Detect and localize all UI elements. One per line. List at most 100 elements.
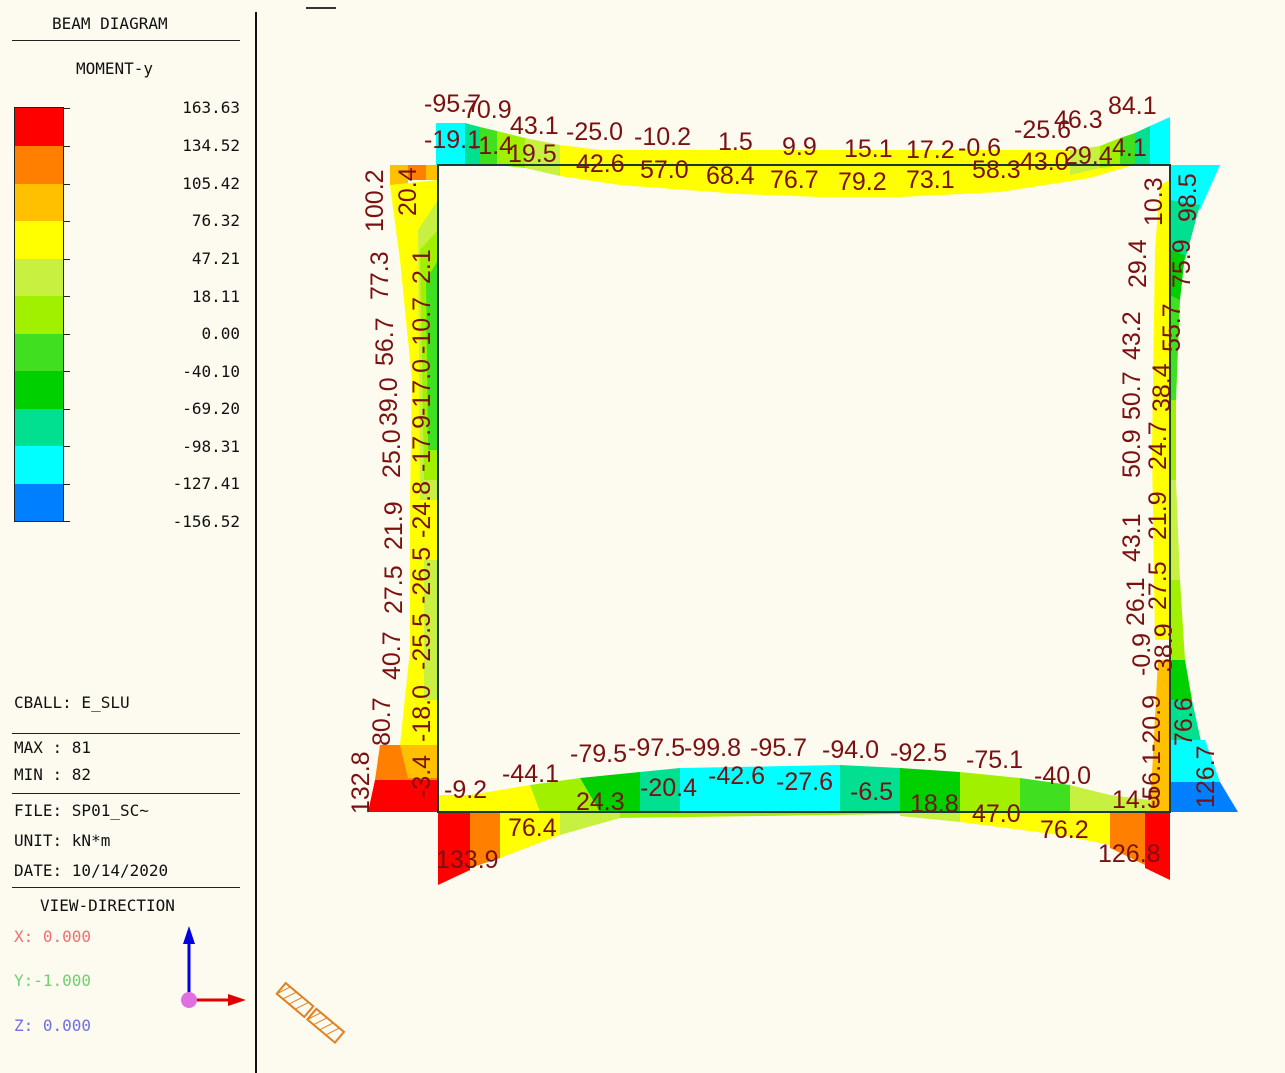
scale-tick xyxy=(64,409,70,410)
frame-diagram: -95.7 70.9 43.1 -25.0 -10.2 1.5 9.9 15.1… xyxy=(275,90,1238,1045)
moment-label: 79.2 xyxy=(838,168,887,196)
moment-label: 42.6 xyxy=(576,150,625,178)
legend-value: 0.00 xyxy=(201,324,240,343)
legend-value: 76.32 xyxy=(191,211,240,230)
legend-value: 18.11 xyxy=(191,287,240,306)
moment-label: 20.4 xyxy=(394,167,422,216)
scale-tick xyxy=(64,446,70,447)
moment-label: 133.9 xyxy=(436,846,499,874)
moment-label: 17.2 xyxy=(906,136,955,164)
legend-value: -40.10 xyxy=(182,362,240,381)
legend-title: BEAM DIAGRAM xyxy=(52,14,168,33)
moment-label: -17.9 xyxy=(408,415,436,472)
date-label: DATE: 10/14/2020 xyxy=(14,861,169,880)
moment-label: -44.1 xyxy=(502,760,559,788)
moment-label: -19.1 xyxy=(424,126,481,154)
moment-label: 40.7 xyxy=(378,631,406,680)
moment-label: 70.9 xyxy=(463,96,512,124)
view-z: Z: 0.000 xyxy=(14,1016,92,1035)
moment-label: 29.4 xyxy=(1064,142,1113,170)
divider xyxy=(12,793,240,794)
moment-label: -95.7 xyxy=(424,90,481,118)
color-swatch xyxy=(15,446,63,484)
moment-label: 43.0 xyxy=(1020,148,1069,176)
moment-label: 24.7 xyxy=(1144,421,1172,470)
right-column-moment xyxy=(1150,165,1238,812)
moment-label: 73.1 xyxy=(906,166,955,194)
moment-label: 76.4 xyxy=(508,814,557,842)
moment-label: -20.4 xyxy=(640,774,697,802)
moment-label: 21.9 xyxy=(1144,491,1172,540)
color-swatch xyxy=(15,146,63,184)
unit-label: UNIT: kN*m xyxy=(14,831,111,850)
moment-label: 132.8 xyxy=(347,751,375,814)
color-scale xyxy=(14,107,64,522)
moment-label: -18.0 xyxy=(408,685,436,742)
file-label: FILE: SP01_SC~ xyxy=(14,801,149,820)
moment-label: 43.1 xyxy=(510,112,559,140)
moment-label: 50.7 xyxy=(1118,371,1146,420)
moment-label: -25.6 xyxy=(1014,116,1071,144)
moment-label: -3.4 xyxy=(408,755,436,798)
scale-tick xyxy=(64,371,70,372)
legend-value: 134.52 xyxy=(182,136,240,155)
view-x: X: 0.000 xyxy=(14,927,92,946)
moment-label: -0.9 xyxy=(1128,633,1156,676)
frame-outline xyxy=(437,164,1171,813)
max-label: MAX : 81 xyxy=(14,738,92,757)
moment-label: -75.1 xyxy=(966,746,1023,774)
moment-label: 26.1 xyxy=(1122,577,1150,626)
moment-label: -26.5 xyxy=(408,547,436,604)
moment-label: 80.7 xyxy=(368,697,396,746)
moment-label: 46.3 xyxy=(1054,106,1103,134)
moment-label: 56.7 xyxy=(371,317,399,366)
legend-value: 105.42 xyxy=(182,174,240,193)
moment-label: -97.5 xyxy=(628,734,685,762)
legend-value: 163.63 xyxy=(182,98,240,117)
color-swatch xyxy=(15,371,63,409)
moment-label: 76.2 xyxy=(1040,816,1089,844)
view-y: Y:-1.000 xyxy=(14,971,92,990)
moment-label: 75.9 xyxy=(1168,239,1196,288)
divider xyxy=(12,887,240,888)
moment-label: 18.8 xyxy=(910,790,959,818)
moment-label: -17.0 xyxy=(408,359,436,416)
moment-label: 76.6 xyxy=(1170,697,1198,746)
legend-value: 47.21 xyxy=(191,249,240,268)
color-swatch xyxy=(15,409,63,447)
load-case-label: CBALL: E_SLU xyxy=(14,693,130,712)
moment-label: 100.2 xyxy=(361,169,389,232)
moment-label: 98.5 xyxy=(1174,173,1202,222)
moment-label: 43.2 xyxy=(1118,311,1146,360)
scale-tick xyxy=(64,146,70,147)
moment-label: 126.8 xyxy=(1098,840,1161,868)
moment-label: 58.3 xyxy=(972,156,1021,184)
moment-label: 38.4 xyxy=(1148,363,1176,412)
moment-label: 14.5 xyxy=(1112,786,1161,814)
moment-label: -25.5 xyxy=(408,613,436,670)
moment-label: 47.0 xyxy=(972,800,1021,828)
moment-label: 126.7 xyxy=(1192,745,1220,808)
moment-label: -79.5 xyxy=(570,740,627,768)
scale-tick xyxy=(64,259,70,260)
scale-tick xyxy=(64,108,70,109)
moment-label: -1.4 xyxy=(470,132,513,160)
moment-label: -10.2 xyxy=(634,123,691,151)
moment-label: 2.1 xyxy=(408,249,436,284)
scale-tick xyxy=(64,521,70,522)
hatch-direction-icon xyxy=(275,981,346,1045)
moment-label: -0.6 xyxy=(958,134,1001,162)
view-direction-title: VIEW-DIRECTION xyxy=(40,896,175,915)
moment-label: 43.1 xyxy=(1118,513,1146,562)
legend-value: -69.20 xyxy=(182,399,240,418)
color-swatch xyxy=(15,484,63,521)
moment-label: 29.4 xyxy=(1124,239,1152,288)
moment-label: -20.9 xyxy=(1138,695,1166,752)
moment-label: 77.3 xyxy=(366,251,394,300)
axis-triad-icon xyxy=(181,926,246,1008)
window-edge xyxy=(306,7,336,9)
moment-label: -27.6 xyxy=(776,768,833,796)
moment-label: -40.0 xyxy=(1034,762,1091,790)
moment-label: 27.5 xyxy=(380,565,408,614)
color-swatch xyxy=(15,108,63,146)
